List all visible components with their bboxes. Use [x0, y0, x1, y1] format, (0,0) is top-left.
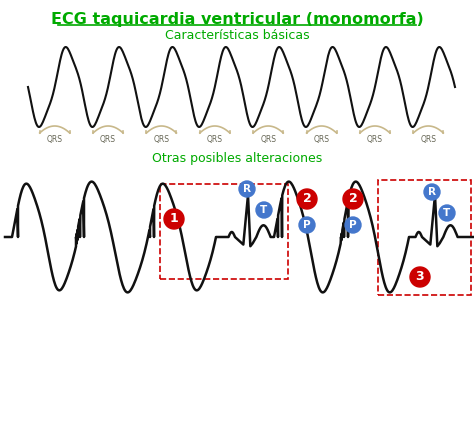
Circle shape — [164, 209, 184, 229]
Circle shape — [439, 205, 455, 221]
Text: QRS: QRS — [314, 135, 329, 144]
Circle shape — [297, 189, 317, 209]
Text: Características básicas: Características básicas — [164, 29, 310, 42]
Text: T: T — [443, 208, 451, 218]
Text: ECG taquicardia ventricular (monomorfa): ECG taquicardia ventricular (monomorfa) — [51, 12, 423, 27]
Text: 3: 3 — [416, 270, 424, 283]
Circle shape — [410, 267, 430, 287]
Text: QRS: QRS — [420, 135, 436, 144]
Circle shape — [345, 217, 361, 233]
Text: R: R — [243, 184, 251, 194]
Text: QRS: QRS — [100, 135, 116, 144]
Text: T: T — [260, 205, 268, 215]
Text: QRS: QRS — [46, 135, 63, 144]
Text: QRS: QRS — [260, 135, 276, 144]
Text: 1: 1 — [170, 212, 178, 225]
Text: 2: 2 — [302, 193, 311, 206]
Circle shape — [424, 184, 440, 200]
Circle shape — [239, 181, 255, 197]
Text: QRS: QRS — [207, 135, 223, 144]
Circle shape — [256, 202, 272, 218]
Text: Otras posibles alteraciones: Otras posibles alteraciones — [152, 152, 322, 165]
Text: QRS: QRS — [367, 135, 383, 144]
Bar — [378, 180, 471, 295]
Circle shape — [343, 189, 363, 209]
Text: P: P — [303, 220, 311, 230]
Text: QRS: QRS — [154, 135, 169, 144]
Circle shape — [299, 217, 315, 233]
Text: 2: 2 — [348, 193, 357, 206]
Bar — [160, 184, 288, 279]
Text: P: P — [349, 220, 357, 230]
Text: R: R — [428, 187, 436, 197]
